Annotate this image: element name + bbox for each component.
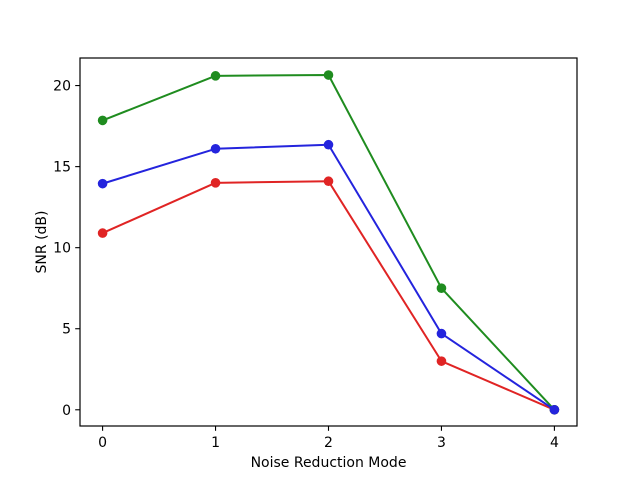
series-red-line-marker [210,178,221,188]
y-tick-label: 0 [62,403,71,419]
y-axis-label: SNR (dB) [34,211,50,274]
plot-border [79,57,578,427]
series-green-line-marker [97,115,108,126]
x-tick-label: 2 [324,435,333,451]
series-green-line-marker [436,283,447,294]
series-red-line [102,180,555,411]
plot-layer: 0 1 2 3 4 0 5 10 15 20 [53,57,578,451]
x-tick-label: 3 [437,435,446,451]
x-axis-label: Noise Reduction Mode [251,455,407,471]
y-tick-label: 15 [53,160,71,176]
y-tick-label: 5 [62,322,71,338]
y-tick-label: 10 [53,241,71,257]
series-green-line-marker [323,70,334,80]
y-tick-label: 20 [53,79,71,95]
series-green-line-marker [210,71,221,81]
series-blue-line-marker [97,178,108,189]
series-blue-line-marker [436,328,447,339]
series-blue-line-marker [323,139,334,150]
x-tick-label: 1 [211,435,220,451]
series-red-line-marker [436,356,447,366]
series-green-line [102,74,556,411]
x-tick-label: 0 [98,435,107,451]
series-blue-line-marker [549,404,560,415]
series-red-line-marker [97,228,108,238]
series-blue-line-marker [210,143,221,154]
x-tick-label: 4 [550,435,559,451]
series-red-line-marker [323,176,334,187]
